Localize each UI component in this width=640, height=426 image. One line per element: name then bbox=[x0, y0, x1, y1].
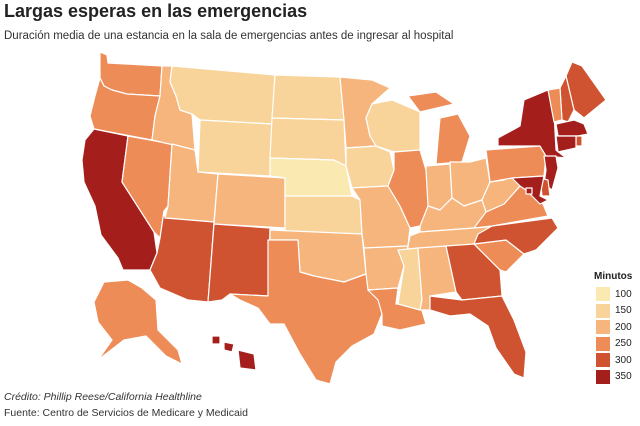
state-ia bbox=[345, 145, 395, 189]
legend-item: 250 bbox=[596, 336, 640, 353]
legend-swatch bbox=[596, 336, 610, 351]
state-tx bbox=[229, 239, 383, 385]
legend-title: Minutos bbox=[594, 271, 633, 282]
map-title: Largas esperas en las emergencias bbox=[4, 1, 308, 21]
legend-label: 300 bbox=[615, 354, 632, 366]
legend-label: 200 bbox=[615, 321, 632, 333]
legend: Minutos 100 150 200 250 300 350 bbox=[594, 271, 640, 386]
legend-swatch bbox=[596, 303, 610, 318]
legend-label: 250 bbox=[615, 338, 632, 350]
state-ak bbox=[93, 279, 183, 365]
state-co bbox=[213, 173, 286, 229]
legend-item: 200 bbox=[596, 319, 640, 336]
legend-item: 150 bbox=[596, 303, 640, 320]
legend-swatch bbox=[596, 353, 610, 368]
state-wy bbox=[197, 119, 273, 177]
legend-item: 100 bbox=[596, 286, 640, 303]
state-ma bbox=[555, 119, 589, 137]
state-ny bbox=[497, 89, 567, 159]
state-vt bbox=[547, 87, 563, 123]
legend-swatch bbox=[596, 369, 610, 384]
state-dc bbox=[525, 187, 533, 195]
legend-label: 350 bbox=[615, 371, 632, 383]
state-nm bbox=[207, 223, 271, 303]
source-line: Fuente: Centro de Servicios de Medicare … bbox=[4, 407, 248, 419]
map-subtitle: Duración media de una estancia en la sal… bbox=[4, 30, 454, 42]
state-ct bbox=[555, 135, 577, 153]
state-fl bbox=[429, 295, 527, 379]
state-nc bbox=[473, 217, 559, 255]
legend-label: 150 bbox=[615, 305, 632, 317]
state-nd bbox=[271, 74, 345, 121]
legend-label: 100 bbox=[615, 288, 632, 300]
legend-swatch bbox=[596, 287, 610, 302]
state-ks bbox=[284, 195, 363, 235]
state-hi bbox=[211, 335, 257, 371]
state-il bbox=[387, 149, 431, 229]
legend-item: 350 bbox=[596, 369, 640, 386]
state-la bbox=[367, 287, 427, 331]
legend-item: 300 bbox=[596, 352, 640, 369]
credit-line: Crédito: Phillip Reese/California Health… bbox=[4, 391, 202, 403]
legend-swatch bbox=[596, 320, 610, 335]
state-ri bbox=[575, 135, 583, 147]
